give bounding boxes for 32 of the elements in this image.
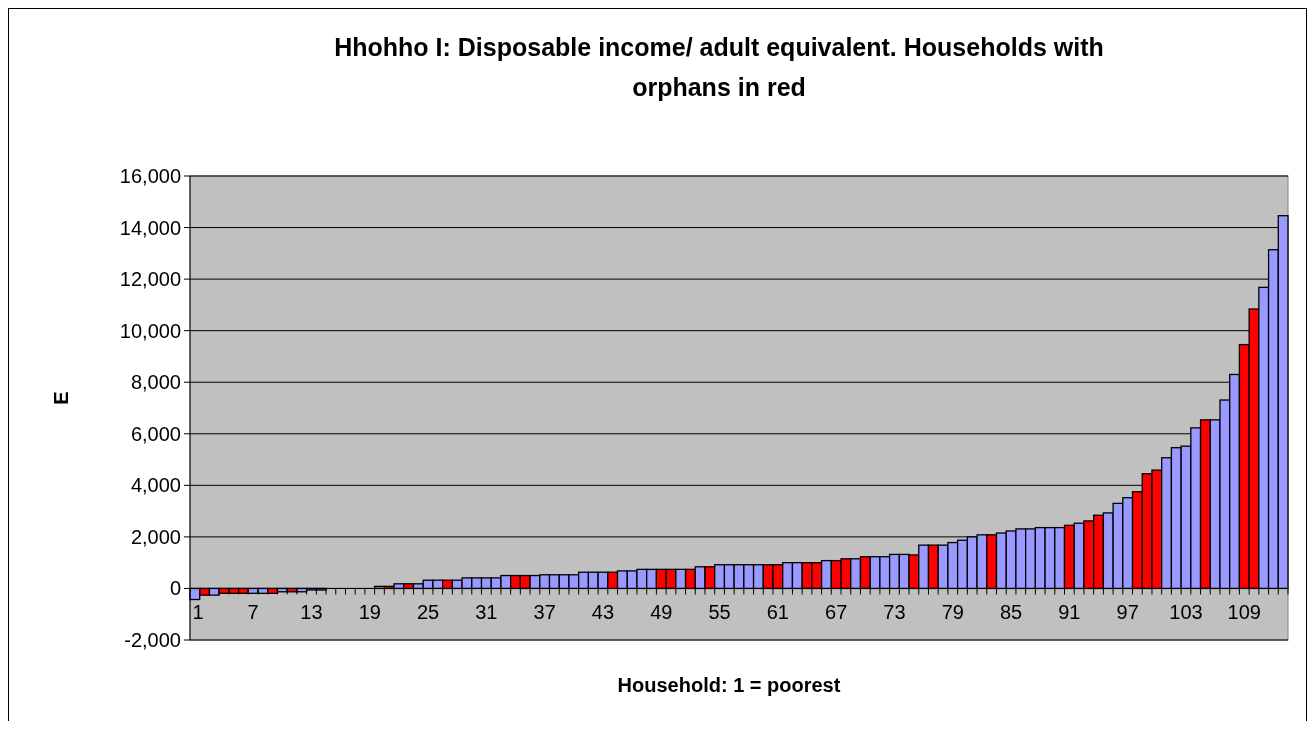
y-tick-label: 4,000	[130, 474, 181, 497]
y-tick-label: 14,000	[119, 216, 181, 239]
y-tick-label: 16,000	[119, 165, 181, 187]
x-tick-label: 49	[650, 601, 673, 624]
x-tick-label: 43	[591, 601, 615, 624]
x-tick-label: 103	[1169, 601, 1203, 624]
x-tick-label: 7	[247, 601, 259, 624]
x-tick-label: 25	[416, 601, 440, 624]
x-tick-label: 31	[475, 601, 498, 624]
x-tick-label: 37	[533, 601, 556, 624]
x-tick-label: 109	[1227, 601, 1261, 624]
y-tick-label: 6,000	[130, 422, 181, 445]
x-tick-label: 55	[708, 601, 731, 624]
x-tick-label: 13	[300, 601, 323, 624]
y-tick-label: 8,000	[130, 371, 181, 394]
x-axis-title: Household: 1 = poorest	[617, 674, 841, 696]
x-tick-label: 19	[358, 601, 381, 624]
y-axis-title: E	[50, 391, 72, 405]
y-tick-label: -2,000	[124, 629, 181, 651]
y-tick-label: 12,000	[119, 268, 181, 291]
x-tick-label: 73	[883, 601, 906, 624]
x-tick-label: 97	[1116, 601, 1139, 624]
x-tick-label: 1	[192, 601, 204, 624]
x-tick-label: 79	[941, 601, 964, 624]
y-tick-label: 0	[169, 577, 181, 600]
y-tick-label: 10,000	[119, 319, 181, 342]
chart-title: Hhohho I: Disposable income/ adult equivalent. Households with orphans in red	[334, 33, 1104, 101]
x-tick-label: 61	[766, 601, 789, 624]
x-tick-label: 91	[1058, 601, 1081, 624]
x-tick-label: 85	[999, 601, 1023, 624]
x-tick-label: 67	[825, 601, 848, 624]
y-tick-label: 2,000	[130, 525, 181, 548]
